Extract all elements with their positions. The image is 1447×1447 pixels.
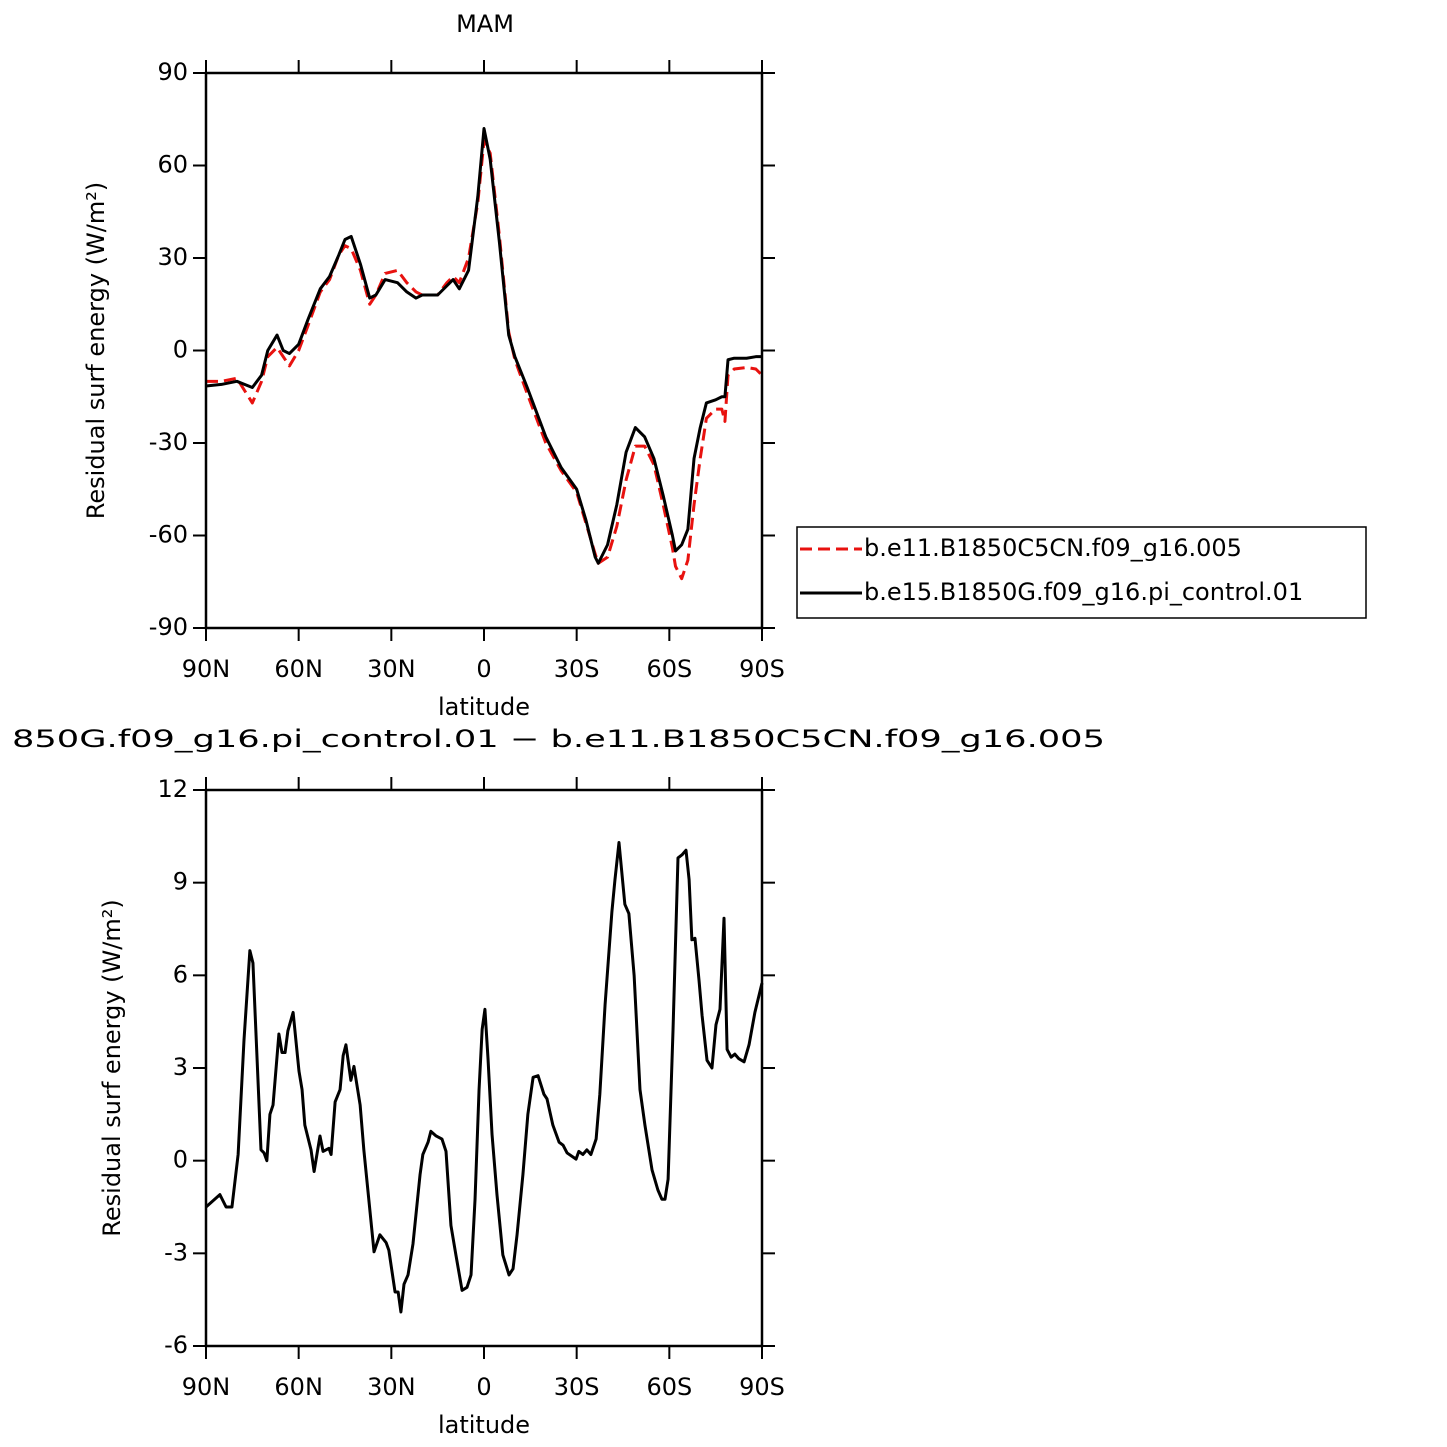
plot-frame [204,788,764,1348]
x-tick-label: 0 [476,655,491,683]
y-axis-label: Residual surf energy (W/m²) [98,899,126,1236]
y-tick-label: 6 [173,960,188,988]
x-axis-label: latitude [438,1411,530,1439]
y-tick-label: -30 [149,428,188,456]
y-tick-label: -6 [164,1331,188,1359]
y-tick-label: 30 [157,243,188,271]
x-tick-label: 60N [274,1373,323,1401]
plot-frame [204,71,764,630]
y-tick-label: -60 [149,521,188,549]
y-tick-label: 90 [157,58,188,86]
legend-box [796,526,1367,619]
y-tick-label: 12 [157,775,188,803]
x-tick-label: 60N [274,655,323,683]
y-tick-label: -90 [149,613,188,641]
x-tick-label: 60S [646,1373,692,1401]
y-tick-label: 3 [173,1053,188,1081]
x-tick-label: 90N [182,1373,231,1401]
legend-label: b.e11.B1850C5CN.f09_g16.005 [864,534,1242,562]
y-tick-label: 0 [173,336,188,364]
x-tick-label: 0 [476,1373,491,1401]
x-tick-label: 30N [367,655,416,683]
y-axis-label: Residual surf energy (W/m²) [82,182,110,519]
y-tick-label: 60 [157,151,188,179]
x-tick-label: 30S [554,655,600,683]
data-line [205,841,764,1314]
data-line [205,127,762,565]
x-tick-label: 90S [739,655,785,683]
y-tick-label: 0 [173,1146,188,1174]
x-tick-label: 30N [367,1373,416,1401]
y-tick-label: 9 [173,868,188,896]
chart-title: 850G.f09_g16.pi_control.01 − b.e11.B1850… [12,725,1105,753]
legend-label: b.e15.B1850G.f09_g16.pi_control.01 [864,578,1303,606]
x-axis-label: latitude [438,693,530,721]
y-tick-label: -3 [164,1238,188,1266]
chart-title: MAM [456,10,514,38]
x-tick-label: 60S [646,655,692,683]
x-tick-label: 90N [182,655,231,683]
data-line [206,139,764,581]
x-tick-label: 90S [739,1373,785,1401]
x-tick-label: 30S [554,1373,600,1401]
